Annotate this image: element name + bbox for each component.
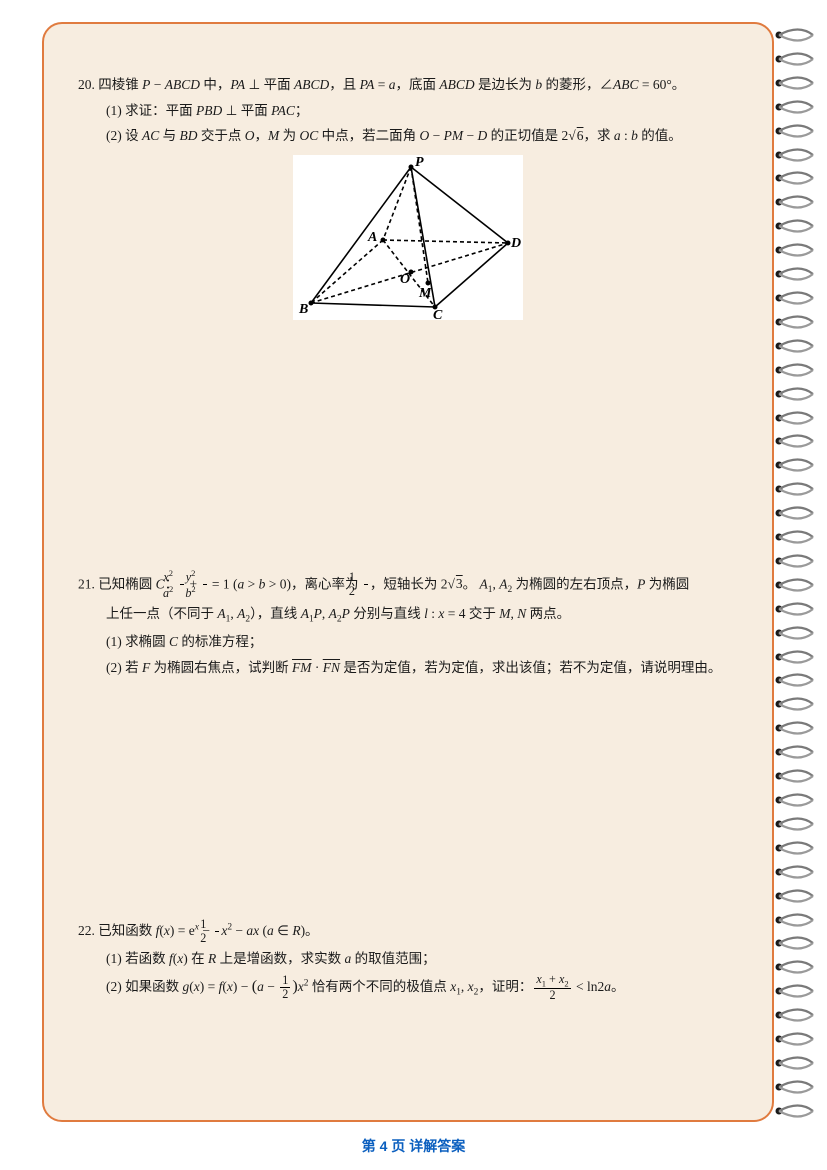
problem-20: 20. 四棱锥 P − ABCD 中，PA ⊥ 平面 ABCD，且 PA = a… — [78, 72, 738, 320]
problem-20-q1: (1) 求证：平面 PBD ⊥ 平面 PAC； — [78, 98, 738, 124]
pyramid-diagram: P A B C D OM — [293, 155, 523, 320]
answer-link[interactable]: 详解答案 — [409, 1138, 465, 1154]
page-footer: 第 4 页 详解答案 — [0, 1136, 827, 1156]
problem-21-line2: 上任一点（不同于 A1, A2），直线 A1P, A2P 分别与直线 l : x… — [78, 601, 738, 630]
problem-22: 22. 已知函数 f(x) = ex − 12x2 − ax (a ∈ R)。 … — [78, 918, 738, 1002]
problem-22-q1: (1) 若函数 f(x) 在 R 上是增函数，求实数 a 的取值范围； — [78, 946, 738, 972]
problem-22-stem: 22. 已知函数 f(x) = ex − 12x2 − ax (a ∈ R)。 — [78, 918, 738, 945]
problem-20-stem: 20. 四棱锥 P − ABCD 中，PA ⊥ 平面 ABCD，且 PA = a… — [78, 72, 738, 98]
svg-text:D: D — [510, 236, 521, 251]
problem-number: 21. — [78, 576, 95, 591]
problem-21-stem: 21. 已知椭圆 C：x2a2 + y2b2 = 1 (a > b > 0)，离… — [78, 570, 738, 601]
svg-text:P: P — [415, 155, 424, 170]
exam-page: 20. 四棱锥 P − ABCD 中，PA ⊥ 平面 ABCD，且 PA = a… — [42, 22, 774, 1122]
problem-21: 21. 已知椭圆 C：x2a2 + y2b2 = 1 (a > b > 0)，离… — [78, 570, 738, 681]
svg-text:B: B — [298, 302, 308, 317]
problem-20-q2: (2) 设 AC 与 BD 交于点 O，M 为 OC 中点，若二面角 O − P… — [78, 123, 738, 149]
svg-text:A: A — [367, 230, 377, 245]
svg-text:M: M — [418, 286, 432, 301]
problem-21-q1: (1) 求椭圆 C 的标准方程； — [78, 629, 738, 655]
problem-number: 20. — [78, 77, 95, 92]
problem-number: 22. — [78, 923, 95, 938]
svg-text:C: C — [433, 308, 443, 320]
footer-page-label: 第 4 页 — [362, 1138, 409, 1154]
problem-21-q2: (2) 若 F 为椭圆右焦点，试判断 FM · FN 是否为定值，若为定值，求出… — [78, 655, 738, 681]
spiral-binding — [773, 28, 819, 1118]
svg-text:O: O — [400, 272, 410, 287]
problem-22-q2: (2) 如果函数 g(x) = f(x) − (a − 12)x2 恰有两个不同… — [78, 971, 738, 1003]
